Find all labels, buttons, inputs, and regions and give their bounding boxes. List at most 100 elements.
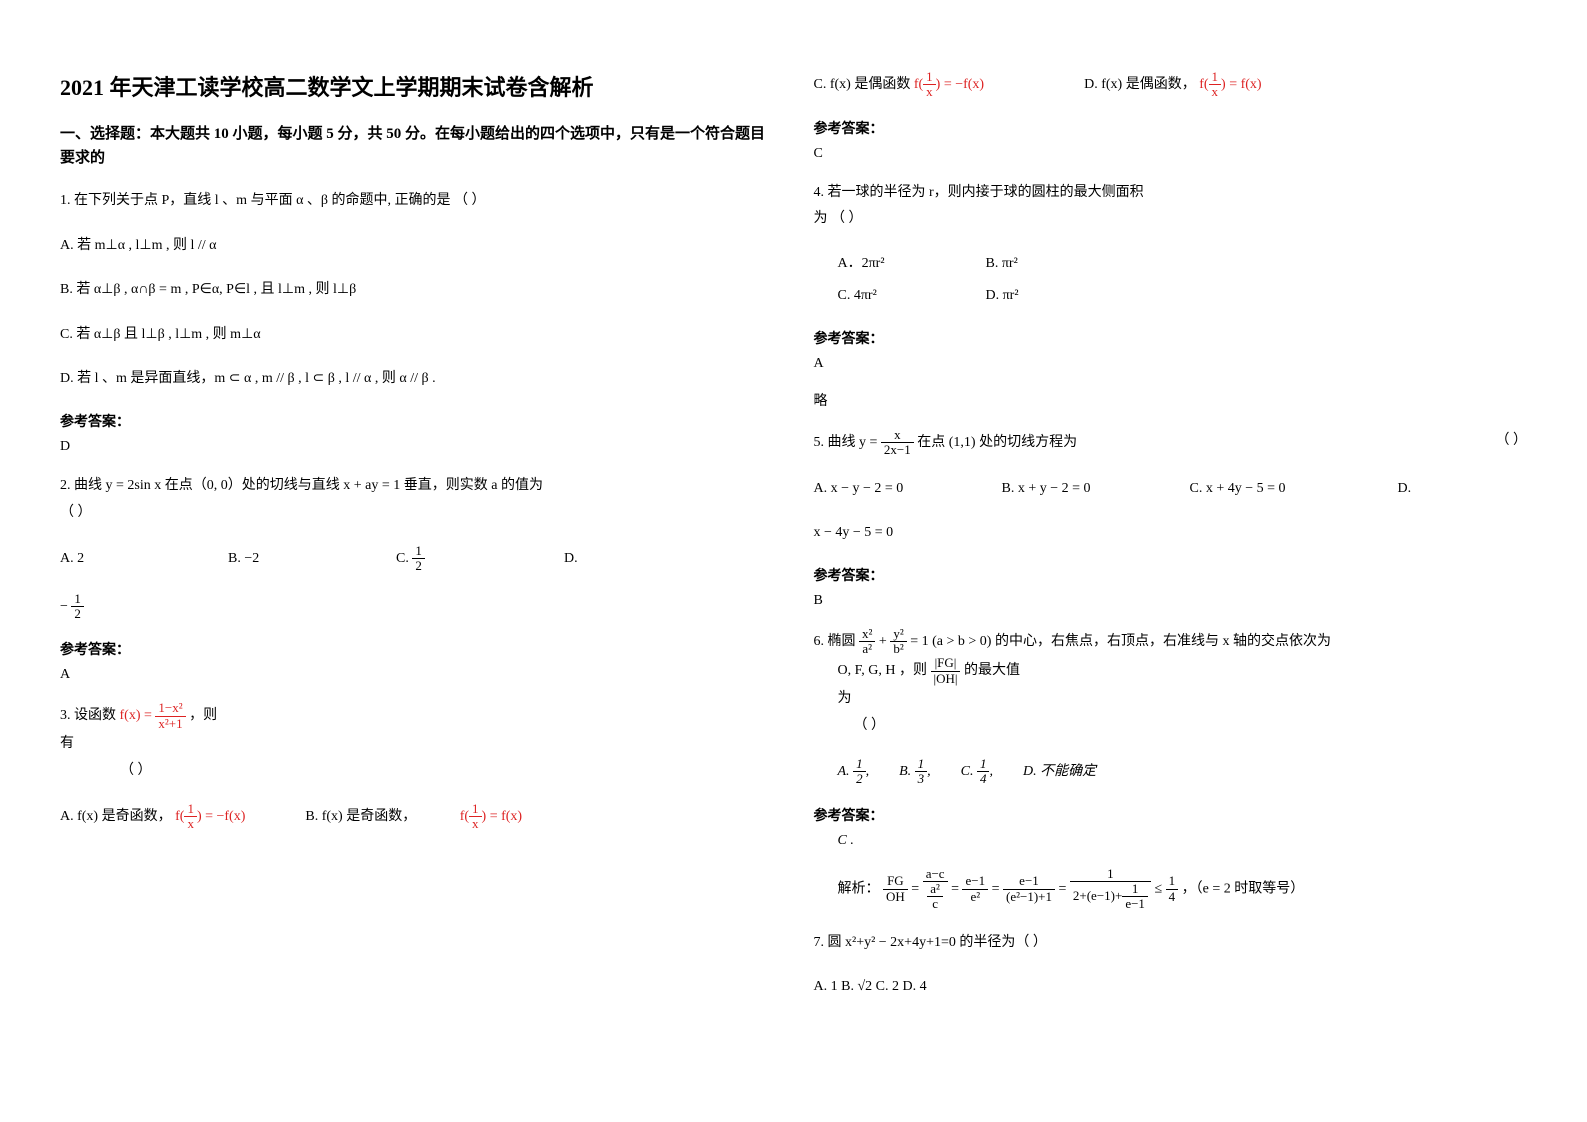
q6-fg-oh-icon: |FG||OH| [931, 656, 961, 686]
q5-opt-b: B. x + y − 2 = 0 [1002, 476, 1162, 503]
q4-ans-label: 参考答案： [814, 328, 1528, 348]
q5-opt-d: D. [1398, 476, 1412, 503]
q3-ans-label: 参考答案： [814, 118, 1528, 138]
q4-opt-b: B. πr² [986, 251, 1018, 278]
q3-post: ，则 [189, 708, 217, 723]
q4-stem: 4. 若一球的半径为 r，则内接于球的圆柱的最大侧面积 [814, 180, 1528, 207]
q5-frac-icon: x2x−1 [881, 428, 914, 458]
q6-line4: （ ） [854, 713, 1528, 740]
q3-opt-d: D. f(x) 是偶函数， f(1x) = f(x) [1084, 70, 1261, 100]
question-4: 4. 若一球的半径为 r，则内接于球的圆柱的最大侧面积 为 （ ） [814, 180, 1528, 233]
q7-stem: 7. 圆 x²+y² − 2x+4y+1=0 的半径为（ ） [814, 930, 1528, 957]
q6-ellipse-x: x²a² [859, 627, 875, 657]
section-1-head: 一、选择题：本大题共 10 小题，每小题 5 分，共 50 分。在每小题给出的四… [60, 122, 774, 170]
q3-d-eq: f(1x) = f(x) [1199, 77, 1261, 92]
q1-ans-label: 参考答案： [60, 411, 774, 431]
q2-ans-label: 参考答案： [60, 639, 774, 659]
q2-stem-b: （ ） [60, 500, 774, 527]
q6-cond: (a > b > 0) [932, 634, 991, 649]
q4-opt-d: D. πr² [986, 283, 1019, 310]
q5-ans: B [814, 593, 1528, 609]
q4-ans: A [814, 356, 1528, 372]
q6-expl-5: 12+(e−1)+1e−1 [1070, 867, 1151, 912]
q6-opt-a: A. 12, [838, 757, 870, 787]
q3-pre: 3. 设函数 [60, 708, 116, 723]
q6-opt-c: C. 14, [961, 757, 993, 787]
question-3: 3. 设函数 f(x) = 1−x²x²+1 ，则 有 （ ） [60, 701, 774, 784]
q3-line3: （ ） [120, 758, 774, 785]
q4-opt-c: C. 4πr² [838, 283, 958, 310]
q6-third-icon: 13 [915, 757, 928, 787]
q7-opts: A. 1 B. √2 C. 2 D. 4 [814, 974, 1528, 1001]
q2-opt-c: C. 12 [396, 544, 536, 574]
q3-func: f(x) = [120, 708, 156, 723]
q1-stem: 1. 在下列关于点 P，直线 l 、m 与平面 α 、β 的命题中, 正确的是 … [60, 188, 774, 215]
q1-opt-d: D. 若 l 、m 是异面直线，m ⊂ α , m // β , l ⊂ β ,… [60, 366, 774, 393]
q6-opts: A. 12, B. 13, C. 14, D. 不能确定 [838, 757, 1528, 787]
q6-quarter-icon: 14 [977, 757, 990, 787]
q3-opts-ab: A. f(x) 是奇函数， f(1x) = −f(x) B. f(x) 是奇函数… [60, 802, 774, 832]
q5-tail: （ ） [1496, 428, 1528, 455]
q6-opt-d: D. 不能确定 [1023, 759, 1096, 786]
q2-opt-d: D. [564, 546, 624, 573]
q4-opts-2: C. 4πr² D. πr² [838, 283, 1528, 310]
question-7: 7. 圆 x²+y² − 2x+4y+1=0 的半径为（ ） [814, 930, 1528, 957]
q2-opt-d-val: − 12 [60, 592, 774, 622]
q5-opts: A. x − y − 2 = 0 B. x + y − 2 = 0 C. x +… [814, 476, 1528, 503]
q6-expl-3: e−1e² [962, 874, 988, 904]
q6-expl-label: 解析： [838, 881, 880, 896]
q3-a-eq: f(1x) = −f(x) [175, 809, 245, 824]
q4-extra: 略 [814, 390, 1528, 410]
q6-line2: O, F, G, H ，则 |FG||OH| 的最大值 [838, 656, 1528, 686]
question-6: 6. 椭圆 x²a² + y²b² = 1 (a > b > 0) 的中心，右焦… [814, 627, 1528, 739]
q3-c-eq: f(1x) = −f(x) [914, 77, 984, 92]
q4-line2: 为 （ ） [814, 206, 1528, 233]
q5-opt-c: C. x + 4y − 5 = 0 [1190, 476, 1370, 503]
q2-opt-b: B. −2 [228, 546, 368, 573]
q6-post: 的中心，右焦点，右顶点，右准线与 x 轴的交点依次为 [995, 634, 1331, 649]
question-5: 5. 曲线 y = x2x−1 在点 (1,1) 处的切线方程为 （ ） [814, 428, 1528, 458]
q4-opts-1: A．2πr² B. πr² [838, 251, 1528, 278]
q2-stem-a: 2. 曲线 y = 2sin x 在点（0, 0）处的切线与直线 x + ay … [60, 473, 774, 500]
q6-line3: 为 [838, 686, 1528, 713]
q3-line2: 有 [60, 731, 774, 758]
q5-pre: 5. 曲线 [814, 435, 860, 450]
q4-opt-a: A．2πr² [838, 251, 958, 278]
q6-pre: 6. 椭圆 [814, 634, 856, 649]
exam-title: 2021 年天津工读学校高二数学文上学期期末试卷含解析 [60, 70, 774, 102]
q6-expl-2: a−ca²c [923, 867, 948, 912]
q3-opts-cd: C. f(x) 是偶函数 f(1x) = −f(x) D. f(x) 是偶函数，… [814, 70, 1528, 100]
q5-mid: 在点 (1,1) 处的切线方程为 [917, 435, 1077, 450]
right-column: C. f(x) 是偶函数 f(1x) = −f(x) D. f(x) 是偶函数，… [814, 70, 1528, 1052]
q1-opt-a: A. 若 m⊥α , l⊥m , 则 l // α [60, 233, 774, 260]
q6-ellipse-y: y²b² [890, 627, 906, 657]
q6-expl-tail: ，（e = 2 时取等号） [1182, 881, 1305, 896]
q1-opt-b: B. 若 α⊥β , α∩β = m , P∈α, P∈l , 且 l⊥m , … [60, 277, 774, 304]
question-1: 1. 在下列关于点 P，直线 l 、m 与平面 α 、β 的命题中, 正确的是 … [60, 188, 774, 215]
q3-opt-b: B. f(x) 是奇函数， f(1x) = f(x) [305, 802, 522, 832]
q6-explain: 解析： FGOH = a−ca²c = e−1e² = e−1(e²−1)+1 … [838, 867, 1528, 912]
q3-opt-a: A. f(x) 是奇函数， f(1x) = −f(x) [60, 802, 245, 832]
q5-ans-label: 参考答案： [814, 565, 1528, 585]
q5-opt-d2: x − 4y − 5 = 0 [814, 520, 1528, 547]
q3-frac-icon: 1−x²x²+1 [155, 701, 185, 731]
q1-ans: D [60, 439, 774, 455]
q6-half-icon: 12 [853, 757, 866, 787]
question-2: 2. 曲线 y = 2sin x 在点（0, 0）处的切线与直线 x + ay … [60, 473, 774, 526]
q5-opt-a: A. x − y − 2 = 0 [814, 476, 974, 503]
left-column: 2021 年天津工读学校高二数学文上学期期末试卷含解析 一、选择题：本大题共 1… [60, 70, 774, 1052]
q6-expl-1: FGOH [883, 874, 908, 904]
q6-ans: C . [838, 833, 1528, 849]
q6-ans-label: 参考答案： [814, 805, 1528, 825]
q6-expl-4: e−1(e²−1)+1 [1003, 874, 1055, 904]
q3-b-eq: f(1x) = f(x) [460, 809, 522, 824]
frac-neg-half-icon: 12 [71, 592, 84, 622]
q1-opt-c: C. 若 α⊥β 且 l⊥β , l⊥m , 则 m⊥α [60, 322, 774, 349]
q2-ans: A [60, 667, 774, 683]
frac-half-icon: 12 [412, 544, 425, 574]
q2-opts: A. 2 B. −2 C. 12 D. [60, 544, 774, 574]
q6-expl-6: 14 [1166, 874, 1179, 904]
q3-ans: C [814, 146, 1528, 162]
q3-opt-c: C. f(x) 是偶函数 f(1x) = −f(x) [814, 70, 985, 100]
q2-opt-a: A. 2 [60, 546, 200, 573]
